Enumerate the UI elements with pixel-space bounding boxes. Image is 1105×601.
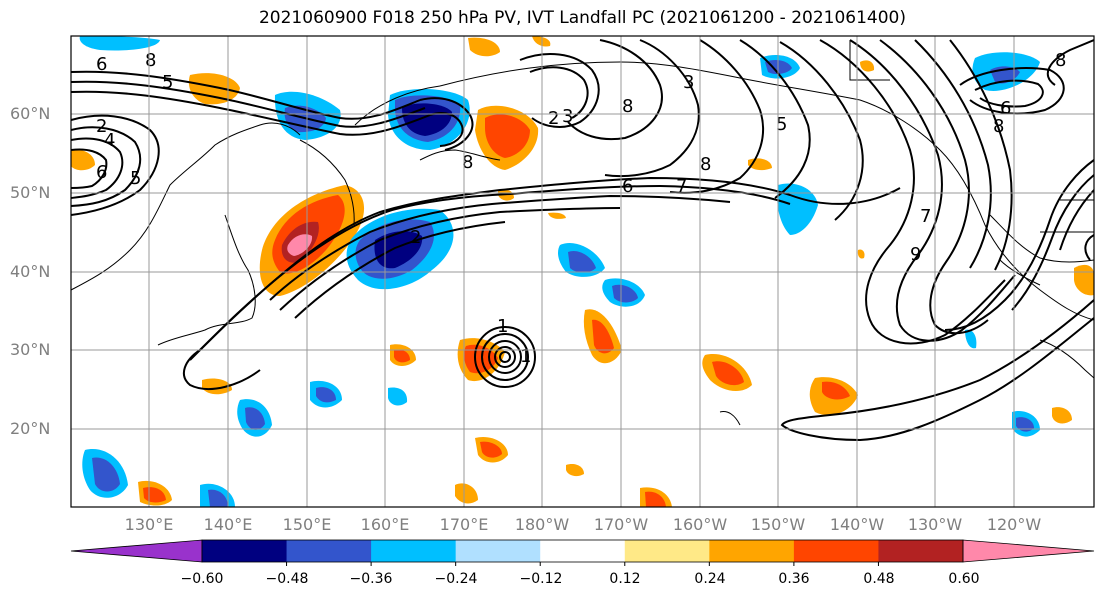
- colorbar-segments: [70, 539, 1095, 563]
- coastlines: [71, 40, 1094, 426]
- contour-label: 1: [497, 316, 508, 337]
- contour-label: 5: [776, 114, 787, 135]
- lat-label: 30°N: [10, 340, 51, 359]
- lon-label: 150°E: [282, 515, 332, 534]
- contour-label: 3: [683, 72, 694, 93]
- colorbar-tick-label: 0.48: [863, 571, 895, 587]
- colorbar-segment: [455, 540, 541, 562]
- lat-label: 20°N: [10, 419, 51, 438]
- contour-label: 8: [622, 96, 633, 117]
- lat-label: 40°N: [10, 262, 51, 281]
- colorbar-tick-label: −0.24: [434, 571, 478, 587]
- contour-label: 7: [676, 176, 687, 197]
- colorbar-segment: [371, 540, 457, 562]
- contour-lines: [71, 39, 1094, 442]
- contour-label: 8: [145, 50, 156, 71]
- colorbar-segment: [286, 540, 372, 562]
- contour-label: 6: [96, 162, 107, 183]
- contour-label: 1: [520, 346, 531, 367]
- colorbar-tick-label: −0.12: [519, 571, 563, 587]
- colorbar-segment: [709, 540, 795, 562]
- lon-label: 170°W: [593, 515, 649, 534]
- contour-label: 8: [700, 154, 711, 175]
- contour-label: 4: [104, 130, 115, 151]
- lat-label: 50°N: [10, 183, 51, 202]
- colorbar-extend-high: [962, 539, 1095, 563]
- lat-label: 60°N: [10, 104, 51, 123]
- colorbar-tick-label: −0.36: [349, 571, 393, 587]
- lon-label: 120°W: [986, 515, 1042, 534]
- colorbar-tick-label: 0.60: [948, 571, 980, 587]
- lon-label: 160°E: [360, 515, 410, 534]
- contour-label: 5: [162, 72, 173, 93]
- map-title: 2021060900 F018 250 hPa PV, IVT Landfall…: [258, 8, 906, 28]
- colorbar-segment: [793, 540, 879, 562]
- colorbar-tick-label: −0.60: [180, 571, 224, 587]
- lon-label: 150°W: [750, 515, 806, 534]
- graticule: [71, 36, 1094, 507]
- contour-label: 6: [96, 54, 107, 75]
- lon-label: 180°W: [514, 515, 570, 534]
- contour-label: 7: [920, 206, 931, 227]
- colorbar-segment: [624, 540, 710, 562]
- contour-label: 2: [548, 108, 559, 129]
- contour-label: 5: [130, 168, 141, 189]
- colorbar-extend-low: [70, 539, 203, 563]
- contour-label: 8: [993, 116, 1004, 137]
- colorbar-tick-label: 0.36: [778, 571, 810, 587]
- contour-label: 8: [462, 152, 473, 173]
- contour-label: 2: [410, 227, 421, 248]
- colorbar-frame: [201, 539, 964, 563]
- colorbar-tick-label: 0.24: [694, 571, 726, 587]
- lon-label: 140°W: [829, 515, 885, 534]
- colorbar-tick-label: −0.48: [265, 571, 309, 587]
- map-frame: [70, 35, 1095, 508]
- contour-label: 6: [622, 176, 633, 197]
- colorbar-segment: [878, 540, 964, 562]
- lon-label: 130°W: [907, 515, 963, 534]
- pv-anomaly-shading: [71, 36, 1094, 507]
- colorbar-segment: [540, 540, 626, 562]
- contour-label: 6: [1000, 98, 1011, 119]
- lon-label: 140°E: [203, 515, 253, 534]
- colorbar-segment: [202, 540, 288, 562]
- contour-label: 9: [910, 244, 921, 265]
- lon-label: 170°E: [439, 515, 489, 534]
- contour-label: 2: [96, 116, 107, 137]
- lon-label: 130°E: [124, 515, 174, 534]
- contour-label: 3: [562, 106, 573, 127]
- colorbar-tick-label: 0.12: [609, 571, 641, 587]
- contour-label: 8: [1055, 50, 1066, 71]
- lon-label: 160°W: [672, 515, 728, 534]
- contour-label-group: 6 8 5 2 4 6 5 2 3 8 8 3 8 6 7 8 6 8 5 7 …: [96, 50, 1066, 367]
